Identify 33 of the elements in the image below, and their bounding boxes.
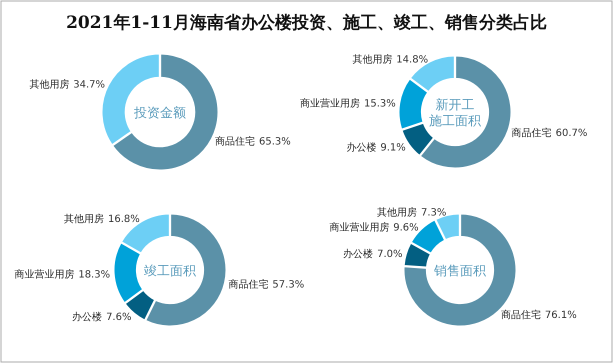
slice-label: 商品住宅: [500, 310, 541, 321]
text: 销售面积: [433, 264, 486, 279]
text: 投资金额: [133, 106, 186, 121]
data-label: 14.8%: [396, 54, 428, 66]
slice-label: 办公楼: [72, 312, 102, 323]
data-label: 9.1%: [380, 142, 406, 154]
data-label: 76.1%: [544, 310, 577, 321]
data-label: 34.7%: [73, 79, 106, 90]
slice-label: 商品住宅: [214, 136, 255, 148]
slice-label: 办公楼: [343, 248, 374, 260]
slice-label: 其他用房: [352, 54, 392, 66]
slice-label: 其他用房: [29, 79, 70, 90]
slice-label: 商业营业用房: [300, 98, 360, 110]
slice-label: 其他用房: [376, 208, 417, 219]
data-label: 16.8%: [108, 214, 140, 226]
slice-label: 商业营业用房: [329, 222, 390, 234]
text: 竣工面积: [144, 264, 196, 279]
data-label: 18.3%: [78, 270, 110, 281]
data-label: 60.7%: [556, 128, 588, 139]
slice-label: 其他用房: [64, 214, 104, 226]
data-label: 65.3%: [258, 136, 291, 148]
text: 新开工施工面积: [429, 98, 481, 129]
text: 2021年1-11月海南省办公楼投资、施工、竣工、销售分类占比: [66, 13, 547, 33]
slice-label: 商品住宅: [512, 128, 552, 139]
slice-label: 商业营业用房: [14, 270, 74, 281]
data-label: 9.6%: [393, 222, 419, 234]
data-label: 7.6%: [106, 312, 132, 323]
data-label: 15.3%: [364, 98, 396, 110]
data-label: 7.3%: [420, 208, 446, 219]
slice-label: 办公楼: [346, 142, 376, 154]
data-label: 57.3%: [272, 280, 304, 291]
data-label: 7.0%: [377, 248, 402, 260]
slice-label: 商品住宅: [228, 280, 268, 291]
